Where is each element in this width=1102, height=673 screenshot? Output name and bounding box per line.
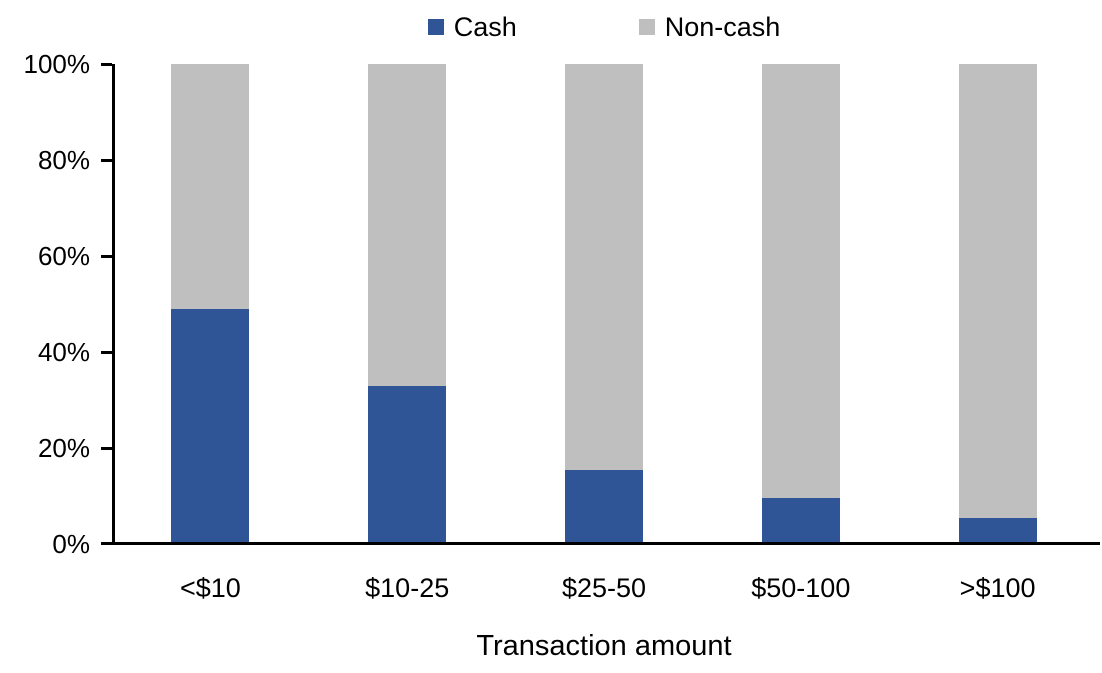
- cash-segment: [958, 517, 1037, 544]
- x-axis-label: >$100: [959, 573, 1036, 603]
- x-axis-label: <$10: [179, 573, 241, 603]
- cash-legend-swatch-icon: [427, 19, 444, 35]
- legend-item-cash: Cash: [427, 8, 517, 46]
- non-cash-legend-label: Non-cash: [664, 12, 781, 42]
- x-axis-label: $10-25: [365, 573, 450, 603]
- y-tick-mark: [101, 159, 112, 162]
- plot-area: [101, 63, 1100, 545]
- y-axis-line: [112, 64, 115, 544]
- y-tick-label: 0%: [52, 529, 90, 559]
- cash-segment: [368, 385, 447, 544]
- x-axis-labels: <$10 $10-25 $25-50 $50-100 >$100: [112, 568, 1096, 608]
- non-cash-segment: [565, 64, 643, 470]
- non-cash-segment: [761, 64, 840, 499]
- cash-segment: [171, 308, 250, 544]
- x-axis-title: Transaction amount: [476, 630, 732, 662]
- bar-group: [565, 64, 643, 544]
- x-axis-line: [101, 542, 1100, 545]
- y-tick-mark: [101, 447, 112, 450]
- legend-item-non-cash: Non-cash: [638, 8, 781, 46]
- y-tick-label: 60%: [37, 241, 90, 271]
- x-axis-label: $25-50: [561, 573, 647, 603]
- cash-segment: [761, 498, 840, 544]
- non-cash-segment: [171, 64, 250, 309]
- cash-segment: [565, 469, 643, 544]
- non-cash-segment: [368, 64, 447, 386]
- y-tick-label: 100%: [23, 49, 91, 79]
- non-cash-segment: [958, 64, 1037, 518]
- y-tick-mark: [101, 63, 112, 66]
- bar-group: [958, 64, 1037, 544]
- y-tick-mark: [101, 255, 112, 258]
- bar-group: [171, 64, 250, 544]
- x-axis-label: $50-100: [751, 573, 851, 603]
- bar-group: [368, 64, 447, 544]
- y-tick-label: 20%: [37, 433, 90, 463]
- cash-legend-label: Cash: [453, 12, 517, 42]
- y-tick-label: 40%: [37, 337, 90, 367]
- non-cash-legend-swatch-icon: [638, 19, 655, 35]
- legend: Cash Non-cash: [112, 8, 1096, 46]
- y-tick-mark: [101, 351, 112, 354]
- y-tick-label: 80%: [37, 145, 90, 175]
- y-axis-labels: 100% 80% 60% 40% 20% 0%: [0, 51, 91, 557]
- bar-group: [761, 64, 840, 544]
